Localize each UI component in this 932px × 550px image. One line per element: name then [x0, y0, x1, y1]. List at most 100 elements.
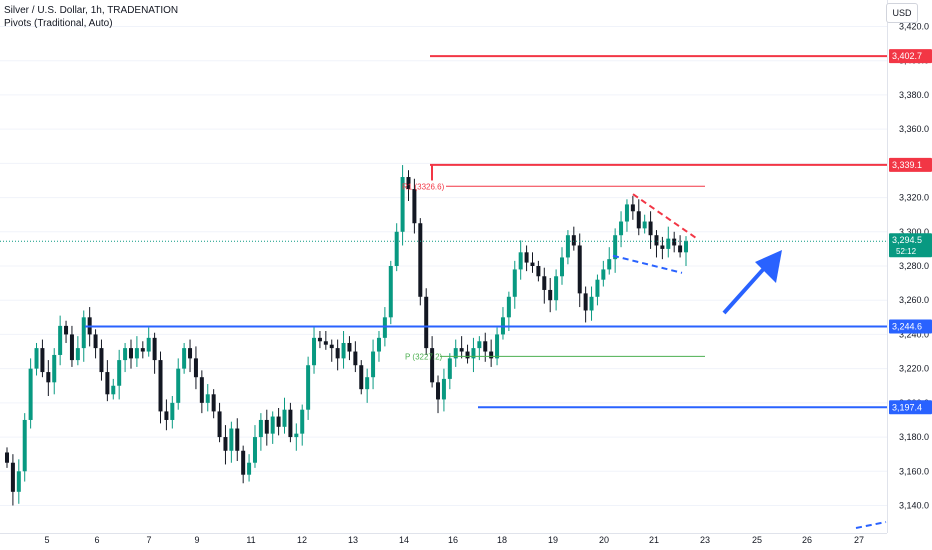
candle-body: [193, 358, 198, 378]
price-badge-label: 3,244.6: [892, 322, 922, 332]
time-tick-label: 6: [94, 535, 99, 545]
bullish-arrow-head[interactable]: [755, 250, 782, 283]
candle-body: [607, 259, 612, 270]
indicator-title[interactable]: Pivots (Traditional, Auto): [4, 18, 113, 29]
price-tick-label: 3,140.0: [899, 501, 929, 511]
candle-body: [382, 317, 387, 338]
time-tick-label: 11: [246, 535, 255, 545]
candle-body: [276, 416, 281, 427]
candle-body: [365, 377, 370, 390]
candle-body: [258, 419, 263, 438]
wedge-upper-dashed-line[interactable]: [632, 193, 698, 240]
price-axis-separator: [887, 0, 888, 533]
bullish-arrow-shaft[interactable]: [722, 262, 770, 315]
candle-body: [518, 252, 523, 270]
price-tick-label: 3,180.0: [899, 432, 929, 442]
candle-body: [75, 348, 80, 361]
candle-body: [270, 416, 275, 434]
candle-body: [16, 471, 21, 492]
wedge-lower-dashed-line[interactable]: [612, 254, 683, 274]
time-tick-label: 16: [448, 535, 458, 545]
time-tick-label: 14: [399, 535, 409, 545]
candle-body: [146, 337, 151, 352]
candle-body: [241, 450, 246, 475]
time-tick-label: 27: [854, 535, 864, 545]
pivot-p-label: P (3227.2): [405, 352, 443, 361]
candle-body: [211, 394, 216, 412]
candle-body: [630, 204, 635, 212]
candle-body: [28, 368, 33, 420]
candle-body: [388, 266, 393, 318]
candle-body: [648, 221, 653, 236]
time-tick-label: 23: [700, 535, 710, 545]
price-badge: [889, 157, 932, 172]
candle-body: [672, 238, 677, 246]
candle-body: [99, 348, 104, 373]
candle-body: [312, 337, 317, 366]
candle-body: [524, 252, 529, 263]
candle-body: [117, 360, 122, 386]
candle-body: [565, 235, 570, 258]
candle-body: [252, 437, 257, 463]
price-tick-label: 3,240.0: [899, 329, 929, 339]
time-tick-label: 9: [194, 535, 199, 545]
candle-body: [447, 358, 452, 379]
candle-body: [64, 325, 69, 335]
time-tick-label: 5: [44, 535, 49, 545]
time-tick-label: 7: [146, 535, 151, 545]
price-badge: [889, 49, 932, 64]
candle-body: [188, 348, 193, 359]
price-tick-label: 3,260.0: [899, 295, 929, 305]
candle-body: [123, 348, 128, 361]
candle-body: [34, 348, 39, 369]
candle-body: [105, 372, 110, 395]
price-tick-label: 3,320.0: [899, 193, 929, 203]
candle-body: [471, 348, 476, 359]
candle-body: [477, 341, 482, 349]
candle-body: [306, 365, 311, 410]
candle-body: [636, 211, 641, 229]
candle-body: [317, 337, 322, 342]
price-tick-label: 3,280.0: [899, 261, 929, 271]
projection-dashed-line: [855, 521, 887, 529]
candle-body: [560, 257, 565, 277]
price-tick-label: 3,300.0: [899, 227, 929, 237]
candle-body: [199, 377, 204, 403]
candle-body: [359, 365, 364, 390]
current-price-label: 3,294.5: [892, 235, 922, 245]
candle-body: [642, 221, 647, 229]
time-tick-label: 12: [297, 535, 307, 545]
candle-body: [678, 245, 683, 253]
candle-body: [46, 372, 51, 383]
candle-body: [282, 409, 287, 427]
candle-body: [335, 348, 340, 359]
candle-body: [300, 409, 305, 434]
symbol-title[interactable]: Silver / U.S. Dollar, 1h, TRADENATION: [4, 5, 179, 16]
price-badge-label: 3,339.1: [892, 160, 922, 170]
candle-body: [182, 348, 187, 369]
candle-body: [613, 235, 618, 260]
price-tick-label: 3,360.0: [899, 124, 929, 134]
candle-body: [58, 325, 63, 355]
candle-body: [158, 360, 163, 412]
time-tick-label: 19: [548, 535, 558, 545]
candle-body: [69, 334, 74, 361]
price-tick-label: 3,160.0: [899, 466, 929, 476]
candle-body: [22, 419, 27, 472]
candle-body: [164, 411, 169, 420]
candle-body: [341, 342, 346, 359]
candle-body: [436, 382, 441, 400]
candle-body: [465, 351, 470, 359]
candle-body: [217, 411, 222, 438]
candle-body: [577, 245, 582, 294]
currency-button[interactable]: USD: [886, 3, 918, 23]
candle-body: [229, 428, 234, 451]
candle-body: [288, 409, 293, 438]
candle-body: [5, 452, 9, 463]
candle-body: [235, 428, 240, 451]
candle-body: [424, 296, 429, 349]
candle-body: [589, 296, 594, 311]
price-badge: [889, 400, 932, 415]
